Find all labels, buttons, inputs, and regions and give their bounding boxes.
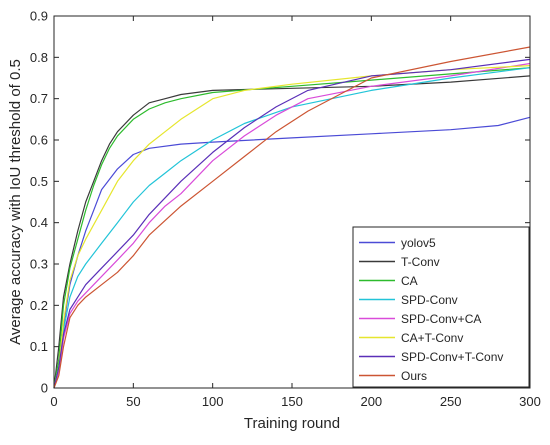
legend-label-ca: CA xyxy=(401,274,418,288)
y-tick-label: 0.9 xyxy=(30,9,48,24)
y-tick-label: 0.3 xyxy=(30,257,48,272)
legend-label-yolov5: yolov5 xyxy=(401,236,436,250)
series-layer xyxy=(53,46,531,389)
series-line-spd-conv xyxy=(53,67,531,389)
x-tick-label: 300 xyxy=(519,394,541,409)
x-tick-label: 50 xyxy=(126,394,140,409)
x-tick-label: 250 xyxy=(440,394,462,409)
legend-label-spd-conv-t-conv: SPD-Conv+T-Conv xyxy=(401,350,503,364)
y-tick-label: 0 xyxy=(41,381,48,396)
series-line-spd-conv-t-conv xyxy=(53,58,531,389)
y-tick-label: 0.7 xyxy=(30,91,48,106)
x-tick-label: 0 xyxy=(50,394,57,409)
series-line-ca-t-conv xyxy=(53,65,531,389)
y-tick-label: 0.5 xyxy=(30,174,48,189)
legend-label-t-conv: T-Conv xyxy=(401,255,440,269)
y-tick-label: 0.6 xyxy=(30,133,48,148)
legend-label-ours: Ours xyxy=(401,369,427,383)
legend-label-spd-conv: SPD-Conv xyxy=(401,293,458,307)
legend-box xyxy=(352,226,530,388)
series-line-spd-conv-ca xyxy=(53,62,531,389)
x-tick-label: 100 xyxy=(202,394,224,409)
x-axis-label: Training round xyxy=(244,415,340,432)
series-line-ca xyxy=(53,67,531,389)
y-tick-label: 0.2 xyxy=(30,298,48,313)
legend-label-spd-conv-ca: SPD-Conv+CA xyxy=(401,312,481,326)
series-line-ours xyxy=(53,46,531,389)
y-tick-label: 0.4 xyxy=(30,215,48,230)
y-axis-label: Average accuracy with IoU threshold of 0… xyxy=(7,59,24,345)
legend: yolov5 T-Conv CA SPD-Conv SPD-Conv+CA CA+T-Co… xyxy=(352,226,530,388)
x-tick-label: 200 xyxy=(360,394,382,409)
series-line-t-conv xyxy=(53,75,531,389)
legend-label-ca-t-conv: CA+T-Conv xyxy=(401,331,463,345)
series-line-yolov5 xyxy=(53,116,531,389)
x-tick-label: 150 xyxy=(281,394,303,409)
y-tick-label: 0.1 xyxy=(30,339,48,354)
y-tick-label: 0.8 xyxy=(30,50,48,65)
